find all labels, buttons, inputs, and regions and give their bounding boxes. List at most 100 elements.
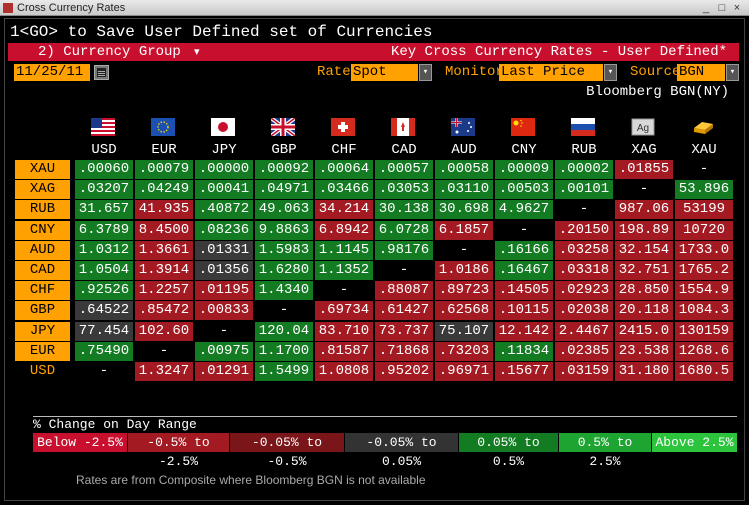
rate-cell[interactable]: 1.4340 bbox=[255, 281, 313, 300]
rate-cell[interactable]: 6.8942 bbox=[315, 221, 373, 240]
rate-cell[interactable]: 77.454 bbox=[75, 322, 133, 341]
rate-cell[interactable]: .03318 bbox=[555, 261, 613, 280]
minimize-icon[interactable]: _ bbox=[702, 2, 710, 14]
maximize-icon[interactable]: □ bbox=[718, 2, 726, 14]
rate-cell[interactable]: 53.896 bbox=[675, 180, 733, 199]
rate-cell[interactable]: .00000 bbox=[195, 160, 253, 179]
rate-cell[interactable]: 1.1145 bbox=[315, 241, 373, 260]
row-label-jpy[interactable]: JPY bbox=[15, 322, 70, 341]
rate-cell[interactable]: 75.107 bbox=[435, 322, 493, 341]
rate-cell[interactable]: 4.9627 bbox=[495, 200, 553, 219]
chevron-down-icon[interactable]: ▾ bbox=[194, 46, 200, 58]
rate-cell[interactable]: - bbox=[375, 261, 433, 280]
rate-cell[interactable]: .15677 bbox=[495, 362, 553, 381]
rate-cell[interactable]: 32.154 bbox=[615, 241, 673, 260]
row-label-cny[interactable]: CNY bbox=[15, 221, 70, 240]
rate-cell[interactable]: .00833 bbox=[195, 301, 253, 320]
rate-cell[interactable]: 6.3789 bbox=[75, 221, 133, 240]
rate-cell[interactable]: .88087 bbox=[375, 281, 433, 300]
source-dropdown-icon[interactable]: ▾ bbox=[726, 64, 739, 81]
rate-cell[interactable]: .03466 bbox=[315, 180, 373, 199]
rate-cell[interactable]: .85472 bbox=[135, 301, 193, 320]
currency-group-menu[interactable]: 2) Currency Group bbox=[38, 44, 181, 60]
rate-cell[interactable]: .00503 bbox=[495, 180, 553, 199]
date-input[interactable]: 11/25/11 bbox=[14, 64, 90, 81]
rate-cell[interactable]: 49.063 bbox=[255, 200, 313, 219]
rate-cell[interactable]: .00041 bbox=[195, 180, 253, 199]
rate-cell[interactable]: .00064 bbox=[315, 160, 373, 179]
rate-cell[interactable]: 198.89 bbox=[615, 221, 673, 240]
rate-cell[interactable]: .00092 bbox=[255, 160, 313, 179]
rate-cell[interactable]: 2415.0 bbox=[615, 322, 673, 341]
rate-cell[interactable]: .96971 bbox=[435, 362, 493, 381]
rate-cell[interactable]: .89723 bbox=[435, 281, 493, 300]
rate-cell[interactable]: .11834 bbox=[495, 342, 553, 361]
rate-cell[interactable]: 73.737 bbox=[375, 322, 433, 341]
rate-cell[interactable]: 2.4467 bbox=[555, 322, 613, 341]
rate-cell[interactable]: 120.04 bbox=[255, 322, 313, 341]
monitor-dropdown-icon[interactable]: ▾ bbox=[604, 64, 617, 81]
rate-cell[interactable]: .61427 bbox=[375, 301, 433, 320]
rate-cell[interactable]: .00060 bbox=[75, 160, 133, 179]
rate-cell[interactable]: 8.4500 bbox=[135, 221, 193, 240]
rate-cell[interactable]: .40872 bbox=[195, 200, 253, 219]
rate-cell[interactable]: - bbox=[495, 221, 553, 240]
rate-cell[interactable]: .00079 bbox=[135, 160, 193, 179]
rate-cell[interactable]: - bbox=[555, 200, 613, 219]
row-label-xau[interactable]: XAU bbox=[15, 160, 70, 179]
rate-cell[interactable]: 30.138 bbox=[375, 200, 433, 219]
rate-cell[interactable]: .08236 bbox=[195, 221, 253, 240]
rate-cell[interactable]: 1.3247 bbox=[135, 362, 193, 381]
rate-cell[interactable]: .16166 bbox=[495, 241, 553, 260]
close-icon[interactable]: × bbox=[733, 2, 741, 14]
rate-cell[interactable]: .73203 bbox=[435, 342, 493, 361]
rate-cell[interactable]: 83.710 bbox=[315, 322, 373, 341]
rate-cell[interactable]: .03207 bbox=[75, 180, 133, 199]
rate-cell[interactable]: 1.0808 bbox=[315, 362, 373, 381]
rate-cell[interactable]: 1680.5 bbox=[675, 362, 733, 381]
row-label-cad[interactable]: CAD bbox=[15, 261, 70, 280]
rate-cell[interactable]: 1.1352 bbox=[315, 261, 373, 280]
rate-cell[interactable]: .00002 bbox=[555, 160, 613, 179]
rate-cell[interactable]: - bbox=[135, 342, 193, 361]
row-label-aud[interactable]: AUD bbox=[15, 241, 70, 260]
rate-cell[interactable]: .01291 bbox=[195, 362, 253, 381]
rate-cell[interactable]: 1733.0 bbox=[675, 241, 733, 260]
rate-cell[interactable]: .95202 bbox=[375, 362, 433, 381]
rate-cell[interactable]: 130159 bbox=[675, 322, 733, 341]
rate-cell[interactable]: 1.0504 bbox=[75, 261, 133, 280]
monitor-select[interactable]: Last Price w/ bbox=[499, 64, 603, 97]
rate-cell[interactable]: - bbox=[195, 322, 253, 341]
row-label-xag[interactable]: XAG bbox=[15, 180, 70, 199]
rate-cell[interactable]: .00975 bbox=[195, 342, 253, 361]
rate-cell[interactable]: 10720 bbox=[675, 221, 733, 240]
rate-cell[interactable]: .98176 bbox=[375, 241, 433, 260]
rate-cell[interactable]: 41.935 bbox=[135, 200, 193, 219]
rate-cell[interactable]: 1.3914 bbox=[135, 261, 193, 280]
rate-cell[interactable]: 28.850 bbox=[615, 281, 673, 300]
rate-cell[interactable]: .04971 bbox=[255, 180, 313, 199]
rate-cell[interactable]: 1.5499 bbox=[255, 362, 313, 381]
rate-cell[interactable]: - bbox=[75, 362, 133, 381]
rate-cell[interactable]: .16467 bbox=[495, 261, 553, 280]
rate-cell[interactable]: .03159 bbox=[555, 362, 613, 381]
rate-cell[interactable]: 20.118 bbox=[615, 301, 673, 320]
rate-cell[interactable]: .00057 bbox=[375, 160, 433, 179]
rate-cell[interactable]: .02385 bbox=[555, 342, 613, 361]
rate-cell[interactable]: .02923 bbox=[555, 281, 613, 300]
rate-cell[interactable]: .69734 bbox=[315, 301, 373, 320]
rate-cell[interactable]: 23.538 bbox=[615, 342, 673, 361]
rate-cell[interactable]: 1.0186 bbox=[435, 261, 493, 280]
rate-cell[interactable]: 1765.2 bbox=[675, 261, 733, 280]
rate-cell[interactable]: .00101 bbox=[555, 180, 613, 199]
rate-cell[interactable]: 1.3661 bbox=[135, 241, 193, 260]
rate-cell[interactable]: .81587 bbox=[315, 342, 373, 361]
rate-cell[interactable]: .03053 bbox=[375, 180, 433, 199]
rate-cell[interactable]: .92526 bbox=[75, 281, 133, 300]
rate-cell[interactable]: 1.6280 bbox=[255, 261, 313, 280]
rate-cell[interactable]: - bbox=[675, 160, 733, 179]
rate-cell[interactable]: 32.751 bbox=[615, 261, 673, 280]
rate-cell[interactable]: 1.1700 bbox=[255, 342, 313, 361]
rate-cell[interactable]: .75490 bbox=[75, 342, 133, 361]
rate-cell[interactable]: .04249 bbox=[135, 180, 193, 199]
